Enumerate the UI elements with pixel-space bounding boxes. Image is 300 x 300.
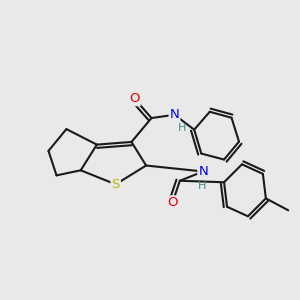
Text: N: N — [169, 108, 179, 121]
Text: H: H — [197, 181, 206, 191]
Text: O: O — [167, 196, 178, 209]
Text: N: N — [198, 165, 208, 178]
Text: O: O — [129, 92, 140, 105]
Text: H: H — [178, 123, 186, 133]
Text: S: S — [112, 178, 120, 191]
